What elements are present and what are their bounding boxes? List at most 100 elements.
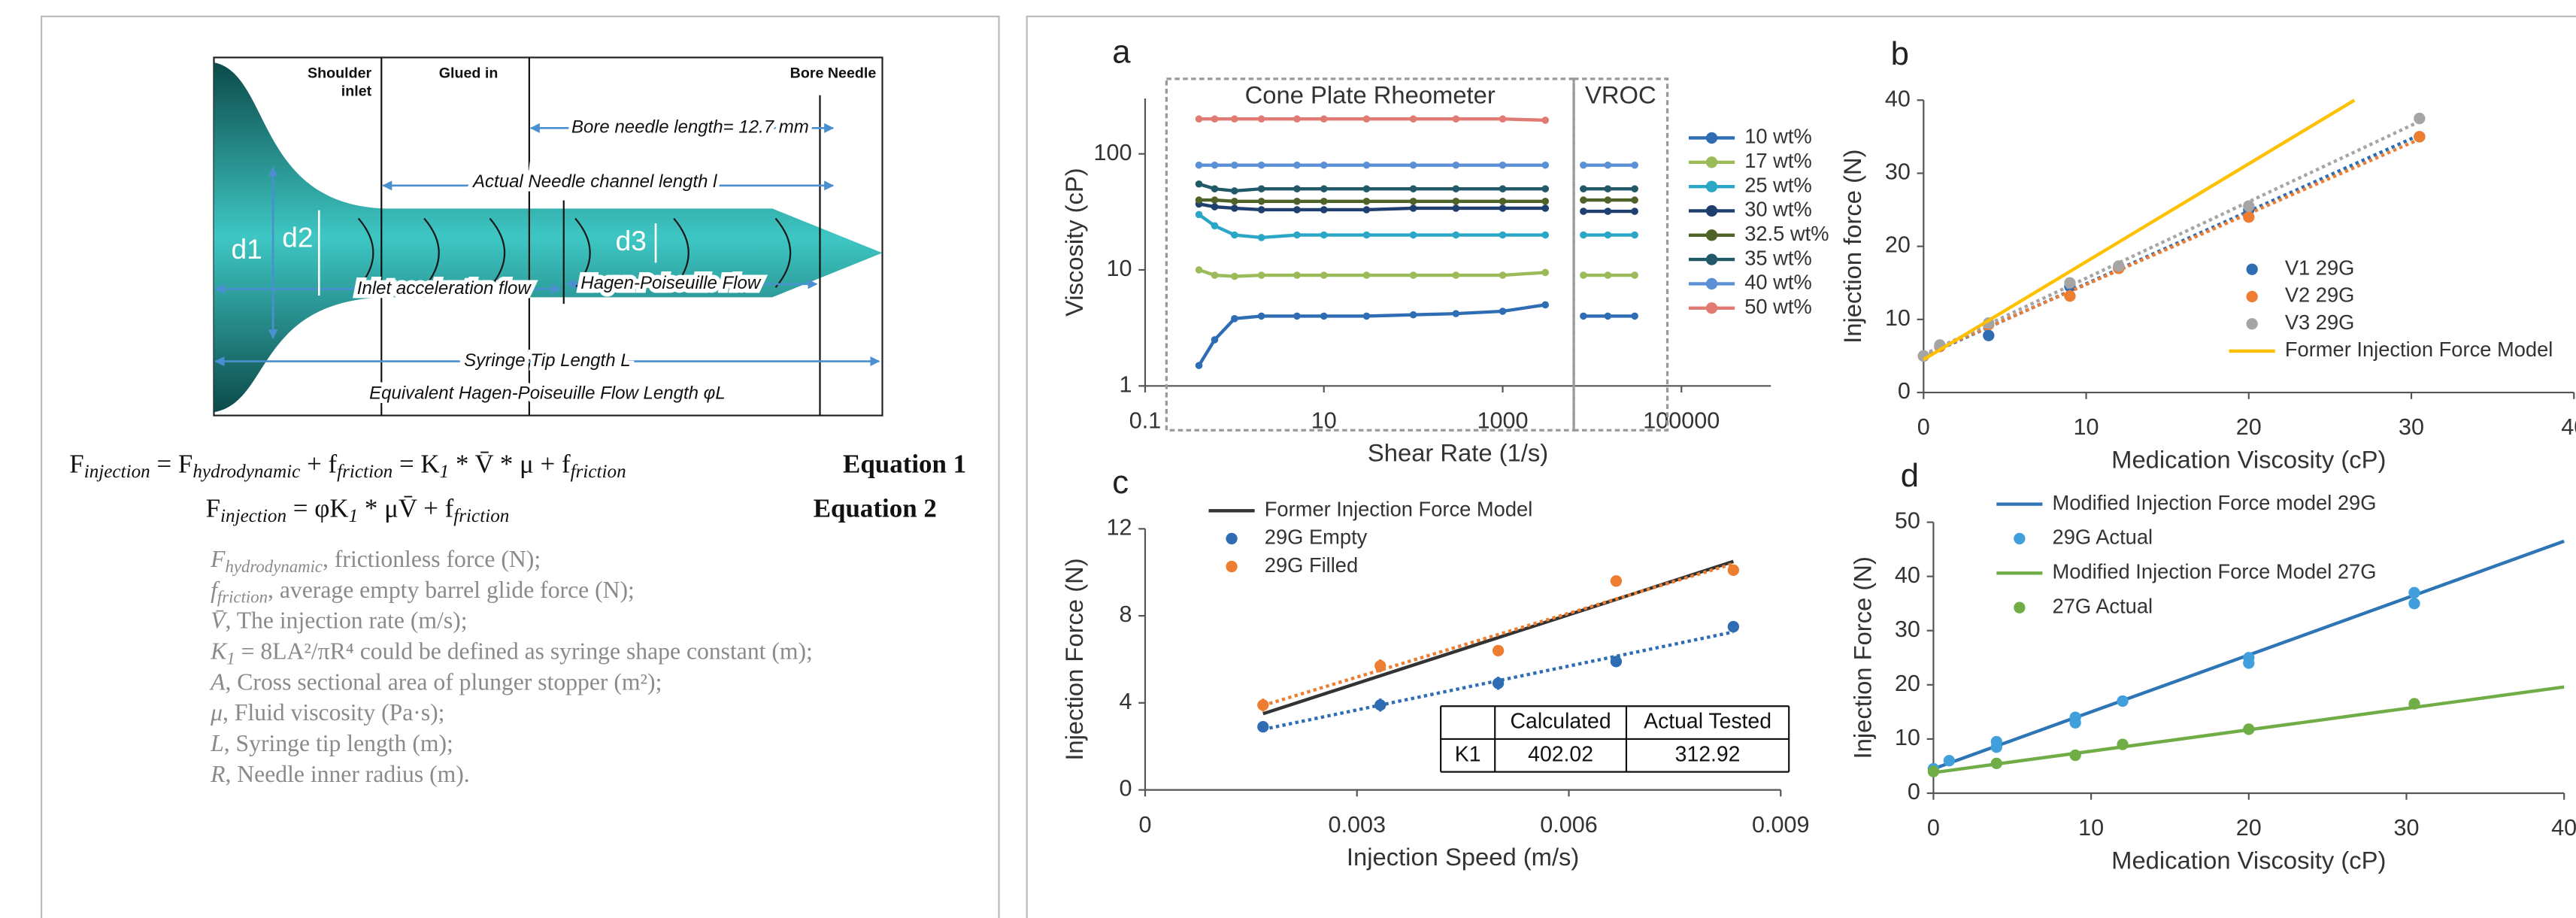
point bbox=[1362, 185, 1371, 192]
point bbox=[1257, 312, 1265, 320]
point bbox=[1452, 197, 1460, 205]
syringe-tip bbox=[214, 62, 883, 413]
y-tick-label: 4 bbox=[1119, 689, 1132, 714]
point bbox=[1727, 564, 1739, 576]
point bbox=[2113, 260, 2125, 272]
x-axis-title: Injection Speed (m/s) bbox=[1347, 843, 1579, 871]
point bbox=[1211, 271, 1219, 279]
point bbox=[1580, 161, 1587, 169]
y-axis-title: Viscosity (cP) bbox=[1060, 168, 1088, 317]
point bbox=[1257, 721, 1269, 733]
point bbox=[1604, 231, 1612, 239]
x-axis-title: Medication Viscosity (cP) bbox=[2111, 846, 2386, 874]
definition: ffriction, average empty barrel glide fo… bbox=[211, 577, 635, 607]
point bbox=[1409, 311, 1417, 319]
legend-swatch bbox=[1226, 532, 1238, 545]
point bbox=[1231, 161, 1238, 169]
point bbox=[1320, 185, 1328, 192]
point bbox=[1990, 735, 2002, 748]
x-tick-label: 100000 bbox=[1643, 407, 1720, 433]
y-tick-label: 30 bbox=[1885, 159, 1911, 185]
point bbox=[2414, 131, 2426, 143]
point bbox=[1195, 161, 1203, 169]
legend-label: 25 wt% bbox=[1744, 173, 1812, 196]
point bbox=[1257, 234, 1265, 241]
y-tick-label: 0 bbox=[1898, 378, 1911, 404]
point bbox=[1580, 208, 1587, 215]
diameter-label: d1 bbox=[232, 233, 262, 265]
y-tick-label: 10 bbox=[1106, 256, 1132, 281]
symbol: F bbox=[210, 546, 226, 572]
point bbox=[2243, 211, 2255, 223]
definition: R, Needle inner radius (m). bbox=[210, 761, 470, 787]
point bbox=[1604, 312, 1612, 320]
definition-text: , The injection rate (m/s); bbox=[225, 607, 467, 634]
definition-text: = 8LA²/πR⁴ could be defined as syringe s… bbox=[235, 638, 813, 665]
point bbox=[2064, 277, 2076, 289]
y-tick-label: 30 bbox=[1895, 617, 1920, 642]
legend-label: 35 wt% bbox=[1744, 246, 1812, 269]
point bbox=[1409, 197, 1417, 205]
point bbox=[1541, 117, 1550, 124]
point bbox=[1499, 185, 1507, 192]
legend-label: Former Injection Force Model bbox=[2285, 338, 2553, 361]
point bbox=[2408, 598, 2420, 610]
subscript: friction bbox=[337, 462, 392, 482]
definition: A, Cross sectional area of plunger stopp… bbox=[209, 669, 662, 695]
subscript: hydrodynamic bbox=[225, 557, 323, 576]
legend-label: 29G Filled bbox=[1265, 553, 1358, 577]
dimension-label: Actual Needle channel length l bbox=[471, 171, 717, 192]
point bbox=[1195, 211, 1203, 219]
point bbox=[1604, 196, 1612, 204]
y-tick-label: 8 bbox=[1119, 601, 1132, 627]
annotation-box bbox=[1165, 77, 1575, 432]
point bbox=[1211, 196, 1219, 204]
point bbox=[1452, 115, 1460, 123]
legend-label: V3 29G bbox=[2285, 311, 2355, 334]
legend-swatch bbox=[1705, 180, 1718, 192]
legend-swatch bbox=[2246, 318, 2258, 330]
point bbox=[1362, 231, 1371, 239]
point bbox=[1293, 231, 1301, 239]
left-frame bbox=[41, 15, 1000, 918]
legend-swatch bbox=[2014, 532, 2026, 545]
point bbox=[1293, 312, 1301, 320]
legend-label: 50 wt% bbox=[1744, 295, 1812, 318]
subscript: hydrodynamic bbox=[192, 462, 300, 482]
point bbox=[1604, 271, 1612, 279]
point bbox=[1257, 271, 1265, 279]
y-tick-label: 1 bbox=[1119, 371, 1132, 397]
point bbox=[1452, 310, 1460, 317]
definition-text: , Fluid viscosity (Pa·s); bbox=[223, 700, 444, 726]
point bbox=[2243, 657, 2255, 669]
y-tick-label: 40 bbox=[1895, 562, 1920, 588]
point bbox=[1257, 161, 1265, 169]
point bbox=[1541, 268, 1550, 277]
subscript: friction bbox=[571, 462, 626, 482]
symbol: * V̄ * μ + f bbox=[449, 449, 571, 478]
point bbox=[1362, 312, 1371, 320]
point bbox=[1362, 206, 1371, 214]
y-tick-label: 20 bbox=[1885, 232, 1911, 258]
point bbox=[1320, 197, 1328, 205]
diameter-label: d2 bbox=[282, 222, 313, 253]
legend-label: V2 29G bbox=[2285, 283, 2355, 307]
diameter-label: d3 bbox=[616, 225, 647, 256]
point bbox=[1211, 161, 1219, 169]
point bbox=[1257, 197, 1265, 205]
point bbox=[1409, 185, 1417, 192]
point bbox=[1452, 161, 1460, 169]
point bbox=[1231, 187, 1238, 195]
point bbox=[1293, 197, 1301, 205]
point bbox=[1452, 231, 1460, 239]
legend-label: 29G Empty bbox=[1265, 526, 1368, 549]
point bbox=[1604, 185, 1612, 192]
point bbox=[1499, 115, 1507, 123]
legend-label: 32.5 wt% bbox=[1744, 222, 1829, 245]
point bbox=[1604, 208, 1612, 215]
x-axis-title: Medication Viscosity (cP) bbox=[2111, 445, 2386, 473]
x-tick-label: 20 bbox=[2236, 414, 2262, 440]
legend-label: V1 29G bbox=[2285, 256, 2355, 279]
